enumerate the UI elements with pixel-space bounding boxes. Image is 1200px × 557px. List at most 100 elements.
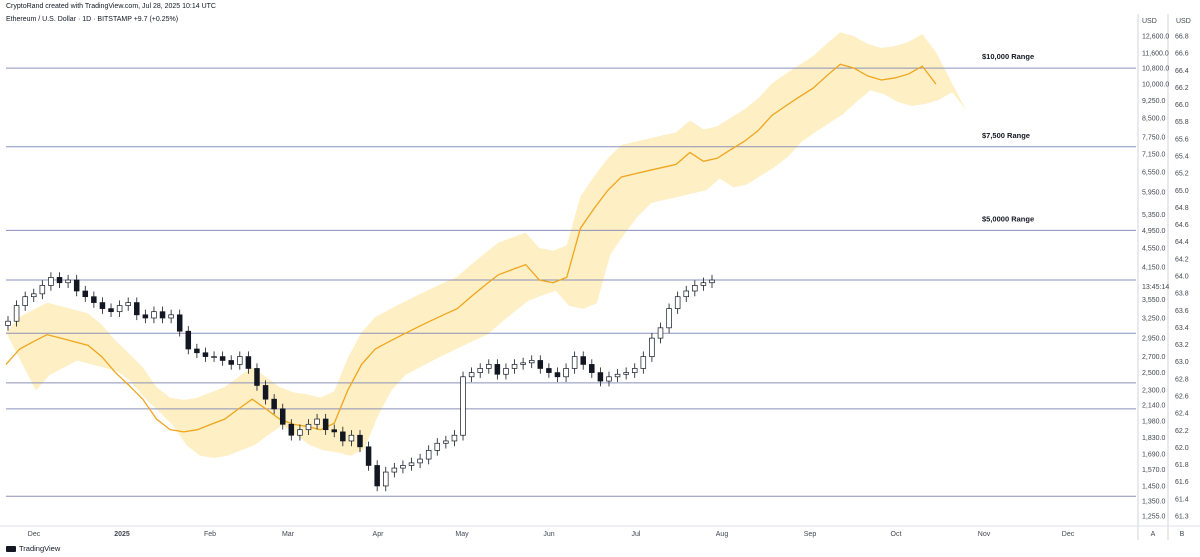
second-axis-tick-label: 64.2 (1175, 256, 1189, 263)
candle (631, 363, 638, 378)
candle (434, 438, 441, 456)
second-axis-tick-label: 64.4 (1175, 239, 1189, 246)
second-axis-unit: USD (1176, 18, 1191, 25)
candle-body (709, 279, 715, 284)
candle-body (271, 398, 277, 410)
candle-body (73, 279, 80, 292)
candle (709, 274, 715, 288)
candle (511, 359, 518, 374)
time-axis-label: Jul (632, 531, 641, 538)
candle-body (185, 330, 192, 350)
candle (65, 274, 71, 288)
second-axis-tick-label: 62.2 (1175, 428, 1189, 435)
price-tick-label: 1,350.0 (1142, 498, 1165, 505)
second-axis-tick-label: 61.4 (1175, 496, 1189, 503)
second-axis-tick-label: 63.6 (1175, 308, 1189, 315)
candle (99, 297, 106, 314)
second-axis-tick-label: 66.4 (1175, 68, 1189, 75)
time-axis-label: Sep (804, 531, 817, 538)
candle (365, 441, 372, 471)
candle-body (511, 364, 518, 369)
time-axis-label: May (455, 531, 469, 538)
candle (623, 367, 629, 380)
candle-body (649, 337, 655, 357)
candle-body (151, 311, 157, 319)
candle (176, 309, 183, 337)
chart-symbol-line: Ethereum / U.S. Dollar · 1D · BITSTAMP +… (6, 16, 179, 23)
candle (219, 351, 226, 366)
price-tick-label: 4,950.0 (1142, 228, 1165, 235)
second-axis-tick-label: 63.2 (1175, 342, 1189, 349)
candle-body (134, 302, 140, 316)
range-label: $7,500 Range (982, 131, 1030, 140)
candle (185, 326, 192, 355)
candle (425, 445, 432, 465)
candle (580, 351, 586, 370)
candle (400, 460, 406, 474)
second-axis-tick-label: 62.4 (1175, 411, 1189, 418)
candle-body (245, 356, 252, 369)
second-axis-tick-label: 61.3 (1175, 514, 1189, 521)
price-tick-label: 2,500.0 (1142, 370, 1165, 377)
candle (254, 363, 260, 391)
candle-body (486, 364, 492, 369)
candle (692, 280, 698, 297)
candle-body (82, 290, 89, 298)
candle (322, 413, 329, 435)
price-tick-label: 7,150.0 (1142, 151, 1165, 158)
price-tick-label: 5,950.0 (1142, 190, 1165, 197)
price-tick-label: 2,950.0 (1142, 336, 1165, 343)
candle-body (674, 296, 681, 309)
candle-body (176, 314, 183, 332)
candle-body (477, 368, 483, 373)
second-axis-tick-label: 61.6 (1175, 479, 1189, 486)
candle-body (219, 356, 226, 361)
price-tick-label: 4,150.0 (1142, 265, 1165, 272)
candle-body (425, 450, 432, 460)
candle (563, 363, 569, 383)
second-axis-tick-label: 64.6 (1175, 222, 1189, 229)
candle (271, 394, 277, 415)
candle-body (580, 356, 586, 365)
candle-body (288, 423, 295, 436)
second-axis-tick-label: 62.6 (1175, 394, 1189, 401)
candle-body (383, 471, 389, 487)
price-tick-label: 6,550.0 (1142, 170, 1165, 177)
candle-body (537, 360, 544, 369)
candle (82, 285, 89, 302)
price-tick-label: 4,550.0 (1142, 245, 1165, 252)
candle (228, 355, 234, 370)
candle (649, 333, 655, 362)
candle (503, 363, 509, 380)
candle (151, 306, 157, 324)
time-axis-label: Nov (978, 531, 991, 538)
moving-average-line (5, 63, 937, 433)
candle-body (400, 465, 406, 469)
second-axis-tick-label: 65.2 (1175, 171, 1189, 178)
candle-body (322, 418, 329, 431)
candle-body (91, 296, 97, 303)
candle (614, 369, 621, 383)
candle (597, 367, 604, 387)
candle (554, 367, 561, 383)
candle-body (237, 356, 243, 365)
price-tick-label: 7,750.0 (1142, 135, 1165, 142)
candle-body (597, 372, 604, 382)
candle (13, 300, 20, 327)
candle (134, 297, 140, 321)
candle (486, 359, 492, 374)
range-label: $10,000 Range (982, 52, 1034, 61)
candle-body (408, 462, 415, 466)
candle-body (357, 434, 363, 448)
candle (314, 413, 320, 430)
candle (383, 466, 389, 492)
candle-body (546, 368, 552, 373)
range-label: $5,0000 Range (982, 214, 1034, 223)
candle-body (305, 423, 312, 431)
ichimoku-cloud (6, 32, 966, 458)
tradingview-logo-icon (6, 545, 16, 552)
candle-body (417, 458, 423, 464)
tradingview-logo: TradingView (6, 544, 60, 553)
candle-body (262, 385, 269, 400)
